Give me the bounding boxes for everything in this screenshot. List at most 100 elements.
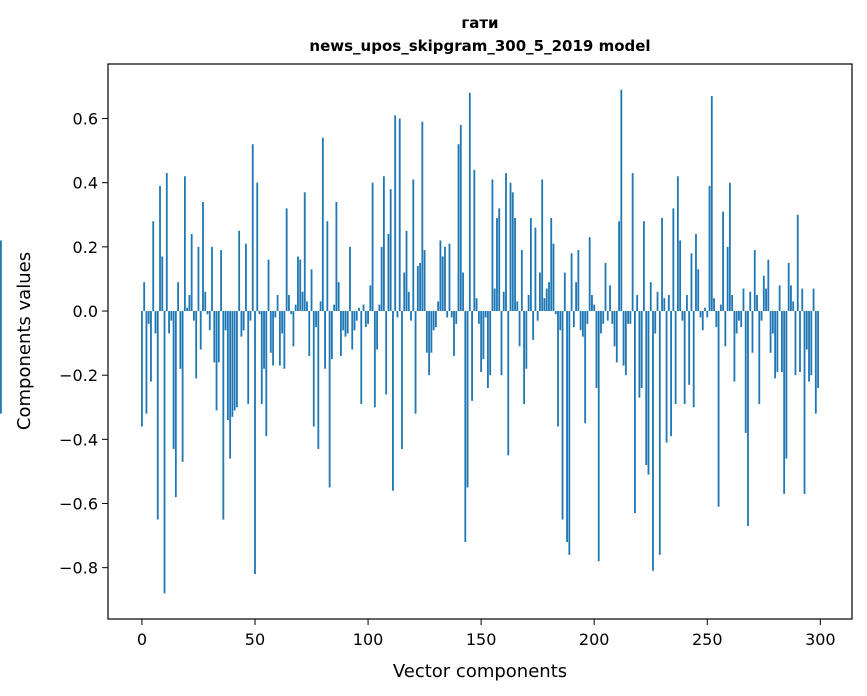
bar xyxy=(247,311,250,405)
bar xyxy=(299,259,302,312)
bar xyxy=(183,176,186,312)
bar xyxy=(810,311,813,376)
bar xyxy=(213,311,216,363)
bar xyxy=(584,311,587,424)
bar xyxy=(254,311,256,575)
bar xyxy=(168,311,170,334)
bar xyxy=(0,311,2,414)
plot-frame xyxy=(107,63,853,620)
bar xyxy=(206,311,209,315)
bar xyxy=(681,311,684,321)
bar xyxy=(661,217,663,312)
bar xyxy=(376,311,379,350)
bar xyxy=(701,311,704,331)
bar xyxy=(751,311,754,353)
bar xyxy=(242,311,245,331)
bar xyxy=(496,217,498,312)
bar xyxy=(790,285,792,312)
bar xyxy=(260,311,263,405)
bar xyxy=(435,311,437,328)
bar xyxy=(647,311,650,475)
bar xyxy=(747,311,749,526)
bar xyxy=(586,311,589,324)
bar xyxy=(783,311,786,494)
bar xyxy=(439,240,442,312)
bar xyxy=(484,311,487,318)
bar xyxy=(697,269,700,312)
bar xyxy=(150,311,152,382)
bar xyxy=(545,288,548,312)
bar xyxy=(706,311,709,318)
bar xyxy=(808,311,810,382)
bar xyxy=(165,173,168,312)
bar xyxy=(199,311,202,350)
bar xyxy=(581,311,584,337)
bar xyxy=(231,311,234,417)
bar xyxy=(516,301,519,312)
bar xyxy=(704,307,706,312)
bar xyxy=(649,282,652,312)
bar xyxy=(156,311,159,520)
bar xyxy=(643,221,645,312)
bar xyxy=(224,311,227,331)
bar xyxy=(726,246,729,312)
bar xyxy=(351,311,354,350)
bar xyxy=(686,294,688,312)
bar xyxy=(801,288,804,312)
bar xyxy=(695,234,697,312)
y-tick-label: 0.4 xyxy=(73,174,98,193)
bar xyxy=(195,311,198,379)
bar xyxy=(441,256,444,312)
bar xyxy=(405,230,408,312)
bar xyxy=(319,301,322,312)
bar xyxy=(466,311,469,488)
bar xyxy=(297,256,299,312)
bar xyxy=(570,253,573,312)
bar xyxy=(272,311,274,366)
bar xyxy=(595,311,598,389)
bar xyxy=(692,311,695,408)
bar xyxy=(631,173,634,312)
bar xyxy=(292,311,295,347)
bar xyxy=(640,311,643,389)
bar xyxy=(330,311,333,360)
bar xyxy=(634,311,636,514)
bar xyxy=(792,301,795,312)
bar xyxy=(758,311,761,405)
bar xyxy=(518,311,521,347)
bar xyxy=(145,311,148,414)
bar xyxy=(654,311,657,334)
bar xyxy=(740,311,743,328)
bar xyxy=(453,311,455,356)
bar xyxy=(416,266,419,312)
bar xyxy=(814,311,817,414)
bar xyxy=(618,221,620,312)
bar xyxy=(477,311,480,324)
bar xyxy=(202,201,204,312)
bar xyxy=(688,311,691,385)
bar xyxy=(342,311,345,331)
bar xyxy=(333,304,336,312)
bar xyxy=(177,282,180,312)
bar xyxy=(665,311,668,443)
bar xyxy=(762,275,765,312)
bar xyxy=(387,234,390,312)
bar xyxy=(245,243,247,312)
bar xyxy=(471,311,473,401)
bar xyxy=(749,291,752,312)
bar xyxy=(382,176,385,312)
bar xyxy=(767,259,770,312)
bar xyxy=(190,234,193,312)
bar xyxy=(539,272,541,312)
bar xyxy=(340,311,342,356)
bar xyxy=(498,208,501,312)
bar xyxy=(274,311,277,318)
y-tick-label: 0.6 xyxy=(73,110,98,129)
bar xyxy=(308,311,311,356)
bar xyxy=(428,311,431,376)
bar xyxy=(579,311,582,331)
bar xyxy=(780,311,783,372)
bar xyxy=(724,311,727,347)
bar xyxy=(401,311,403,449)
bar xyxy=(609,285,611,312)
